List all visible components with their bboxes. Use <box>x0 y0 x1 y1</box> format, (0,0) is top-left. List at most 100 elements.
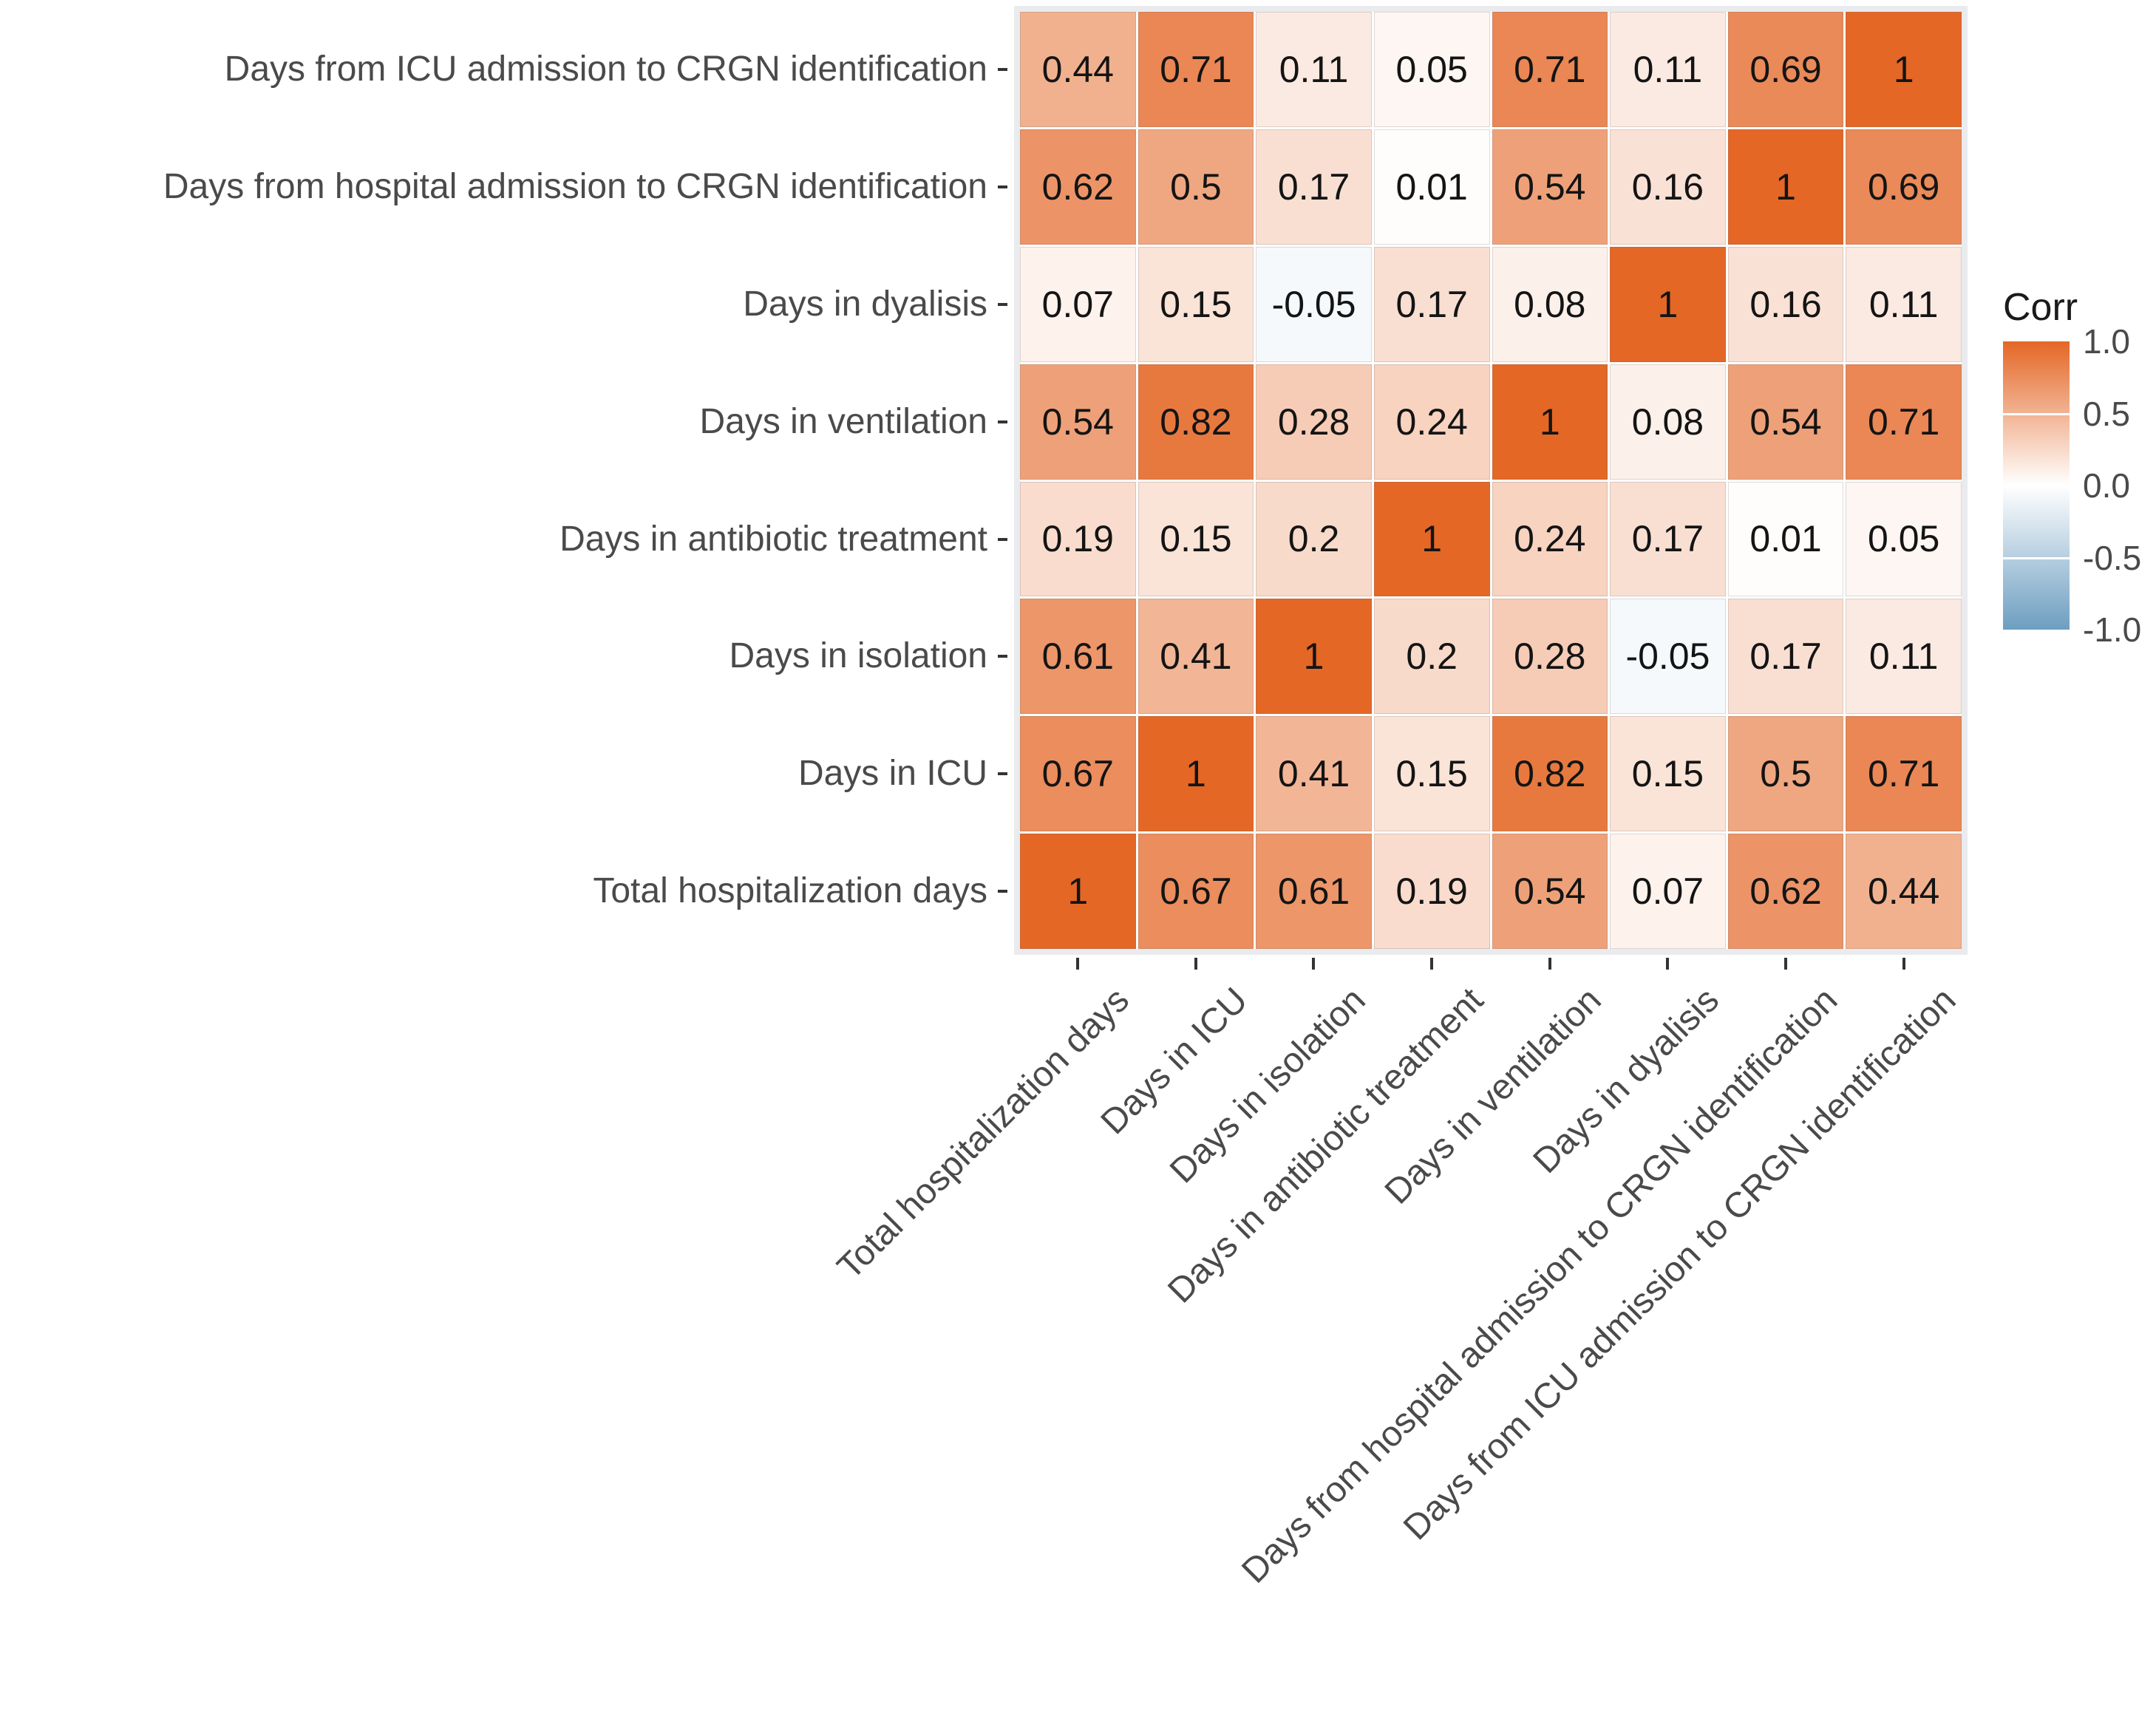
heatmap-cell: 0.17 <box>1610 481 1726 597</box>
heatmap-cell: 0.62 <box>1020 129 1136 245</box>
heatmap-cell: 0.67 <box>1020 716 1136 832</box>
legend-tick-label: 1.0 <box>2083 322 2130 361</box>
heatmap-cell: 0.44 <box>1846 834 1962 949</box>
heatmap-cell: 0.41 <box>1137 599 1254 715</box>
heatmap-cell: 0.24 <box>1373 364 1490 480</box>
legend-bar-tick <box>2003 556 2070 559</box>
heatmap-cell: 0.71 <box>1846 364 1962 480</box>
heatmap-cell: 0.82 <box>1492 716 1608 832</box>
heatmap-cell: 0.17 <box>1373 246 1490 362</box>
heatmap-cell: 0.71 <box>1137 12 1254 127</box>
heatmap-cell: 0.54 <box>1492 129 1608 245</box>
heatmap-panel: 0.44 0.71 0.11 0.05 0.71 0.11 0.69 1 0.62 0.5 0.17… <box>1014 6 1968 955</box>
heatmap-cell: 0.2 <box>1256 481 1372 597</box>
heatmap-cell: 1 <box>1492 364 1608 480</box>
heatmap-cell: 0.15 <box>1137 246 1254 362</box>
heatmap-cell: 0.05 <box>1846 481 1962 597</box>
heatmap-cell: 0.44 <box>1020 12 1136 127</box>
x-axis-label: Days from ICU admission to CRGN identifi… <box>1395 980 1964 1548</box>
heatmap-cell: 0.5 <box>1137 129 1254 245</box>
y-axis-label: Days in ICU <box>798 754 987 793</box>
heatmap-cell: 0.07 <box>1610 834 1726 949</box>
heatmap-cell: 0.08 <box>1610 364 1726 480</box>
y-axis-label: Days in dyalisis <box>743 285 987 324</box>
legend-tick-label: 0.0 <box>2083 466 2130 505</box>
heatmap-cell: 0.67 <box>1137 834 1254 949</box>
legend-tick-label: 0.5 <box>2083 394 2130 433</box>
y-tick-mark <box>998 68 1007 71</box>
y-axis-label: Total hospitalization days <box>593 871 987 910</box>
heatmap-cell: 1 <box>1727 129 1844 245</box>
heatmap-tiles: 0.44 0.71 0.11 0.05 0.71 0.11 0.69 1 0.62 0.5 0.17… <box>1020 12 1962 949</box>
heatmap-cell: 0.11 <box>1846 599 1962 715</box>
heatmap-cell: 1 <box>1256 599 1372 715</box>
y-axis-label: Days from hospital admission to CRGN ide… <box>163 167 987 206</box>
heatmap-cell: 0.11 <box>1610 12 1726 127</box>
heatmap-cell: 0.17 <box>1727 599 1844 715</box>
legend-title: Corr <box>2003 286 2078 329</box>
heatmap-cell: 0.15 <box>1373 716 1490 832</box>
heatmap-cell: 0.41 <box>1256 716 1372 832</box>
heatmap-cell: 0.19 <box>1373 834 1490 949</box>
y-tick-mark <box>998 890 1007 893</box>
y-tick-mark <box>998 303 1007 306</box>
heatmap-cell: 0.15 <box>1610 716 1726 832</box>
heatmap-cell: 0.2 <box>1373 599 1490 715</box>
heatmap-cell: 0.54 <box>1492 834 1608 949</box>
x-tick-mark <box>1902 958 1905 970</box>
heatmap-cell: 0.5 <box>1727 716 1844 832</box>
legend: Corr 1.0 0.5 0.0 -0.5 -1.0 <box>1981 281 2156 695</box>
heatmap-cell: 0.07 <box>1020 246 1136 362</box>
x-tick-mark <box>1430 958 1433 970</box>
heatmap-cell: 0.28 <box>1256 364 1372 480</box>
heatmap-cell: 0.82 <box>1137 364 1254 480</box>
y-axis-label: Days in antibiotic treatment <box>560 520 987 559</box>
x-tick-mark <box>1666 958 1669 970</box>
x-tick-mark <box>1076 958 1079 970</box>
heatmap-cell: 0.28 <box>1492 599 1608 715</box>
x-axis-label: Days in isolation <box>1162 980 1373 1191</box>
heatmap-cell: 0.15 <box>1137 481 1254 597</box>
legend-colorbar <box>2003 341 2070 630</box>
y-tick-mark <box>998 772 1007 775</box>
x-tick-mark <box>1194 958 1197 970</box>
heatmap-cell: 1 <box>1137 716 1254 832</box>
x-axis-label: Total hospitalization days <box>830 980 1137 1287</box>
legend-bar-tick <box>2003 412 2070 415</box>
heatmap-cell: 0.61 <box>1020 599 1136 715</box>
legend-tick-label: -0.5 <box>2083 538 2142 577</box>
heatmap-cell: 0.08 <box>1492 246 1608 362</box>
y-tick-mark <box>998 655 1007 658</box>
heatmap-cell: 0.19 <box>1020 481 1136 597</box>
heatmap-cell: 0.11 <box>1256 12 1372 127</box>
x-tick-mark <box>1784 958 1787 970</box>
heatmap-cell: 0.01 <box>1373 129 1490 245</box>
legend-tick-label: -1.0 <box>2083 610 2142 649</box>
heatmap-cell: 0.69 <box>1727 12 1844 127</box>
y-tick-mark <box>998 420 1007 423</box>
heatmap-cell: 0.69 <box>1846 129 1962 245</box>
y-tick-mark <box>998 185 1007 188</box>
y-tick-mark <box>998 538 1007 541</box>
heatmap-cell: 1 <box>1846 12 1962 127</box>
x-axis-label: Days in ventilation <box>1378 980 1610 1212</box>
heatmap-cell: -0.05 <box>1256 246 1372 362</box>
heatmap-cell: 0.16 <box>1610 129 1726 245</box>
heatmap-cell: 0.05 <box>1373 12 1490 127</box>
heatmap-cell: -0.05 <box>1610 599 1726 715</box>
heatmap-cell: 0.71 <box>1846 716 1962 832</box>
heatmap-cell: 0.71 <box>1492 12 1608 127</box>
x-tick-mark <box>1548 958 1551 970</box>
heatmap-cell: 0.54 <box>1020 364 1136 480</box>
y-axis-label: Days in isolation <box>729 636 988 675</box>
heatmap-cell: 1 <box>1610 246 1726 362</box>
heatmap-cell: 1 <box>1373 481 1490 597</box>
heatmap-cell: 0.01 <box>1727 481 1844 597</box>
heatmap-cell: 0.11 <box>1846 246 1962 362</box>
heatmap-cell: 1 <box>1020 834 1136 949</box>
y-axis-label: Days from ICU admission to CRGN identifi… <box>224 50 987 89</box>
heatmap-cell: 0.16 <box>1727 246 1844 362</box>
x-tick-mark <box>1312 958 1315 970</box>
heatmap-cell: 0.54 <box>1727 364 1844 480</box>
